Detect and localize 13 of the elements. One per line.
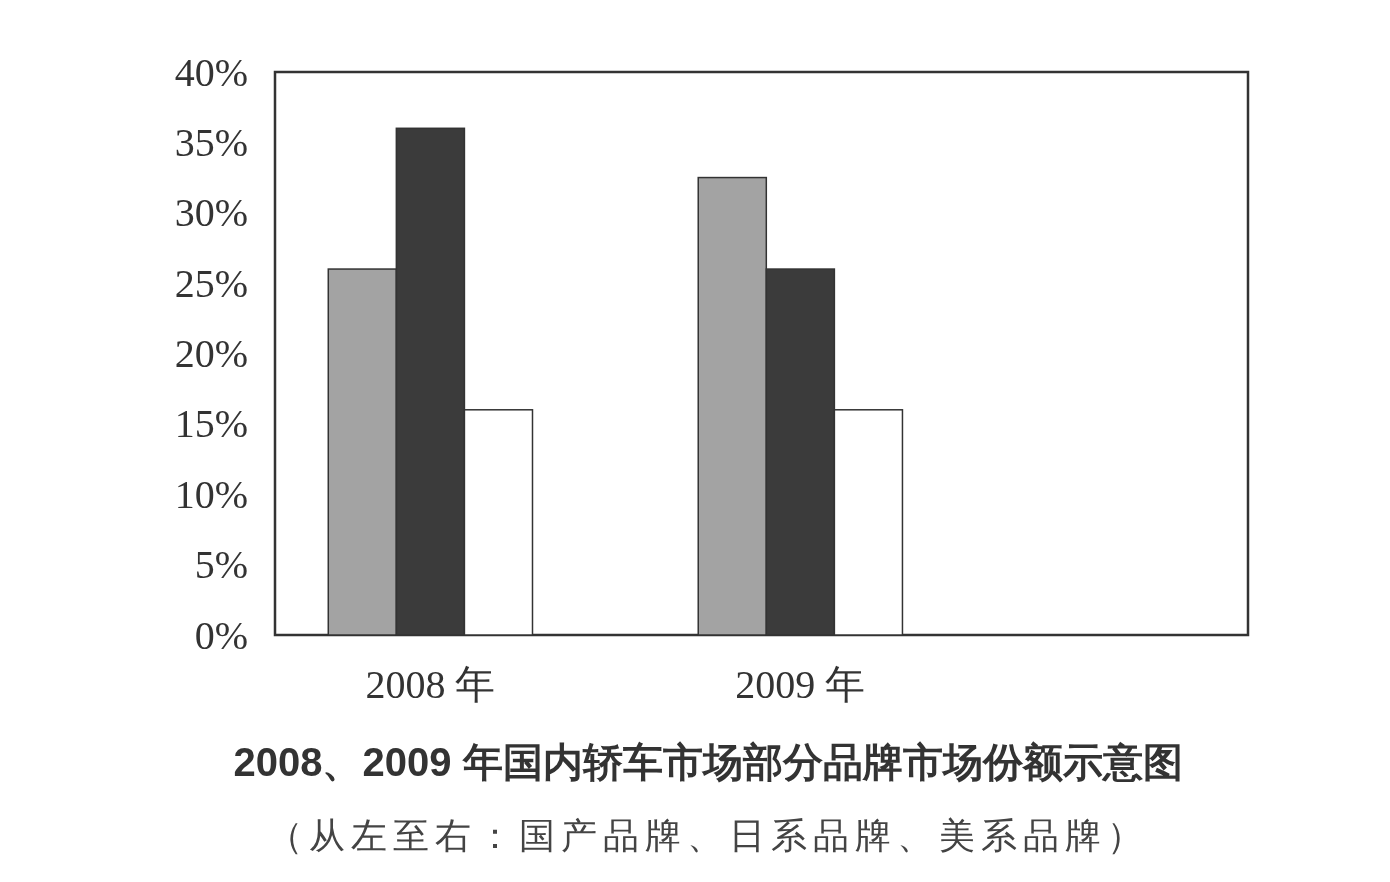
- y-tick-label: 35%: [174, 119, 248, 165]
- x-tick-label: 2009 年: [735, 661, 866, 707]
- y-tick-label: 0%: [194, 612, 248, 658]
- y-tick-label: 5%: [194, 542, 248, 588]
- y-tick-label: 30%: [174, 190, 248, 236]
- y-tick-label: 40%: [174, 49, 248, 95]
- x-tick-label: 2008 年: [365, 661, 496, 707]
- y-tick-label: 20%: [174, 331, 248, 376]
- y-tick-label: 25%: [174, 260, 248, 306]
- text: 2008、2009 年国内轿车市场部分品牌市场份额示意图: [233, 740, 1183, 784]
- text: （从左至右：国产品牌、日系品牌、美系品牌）: [267, 816, 1149, 856]
- y-tick-label: 15%: [174, 401, 248, 447]
- y-tick-label: 10%: [174, 471, 248, 517]
